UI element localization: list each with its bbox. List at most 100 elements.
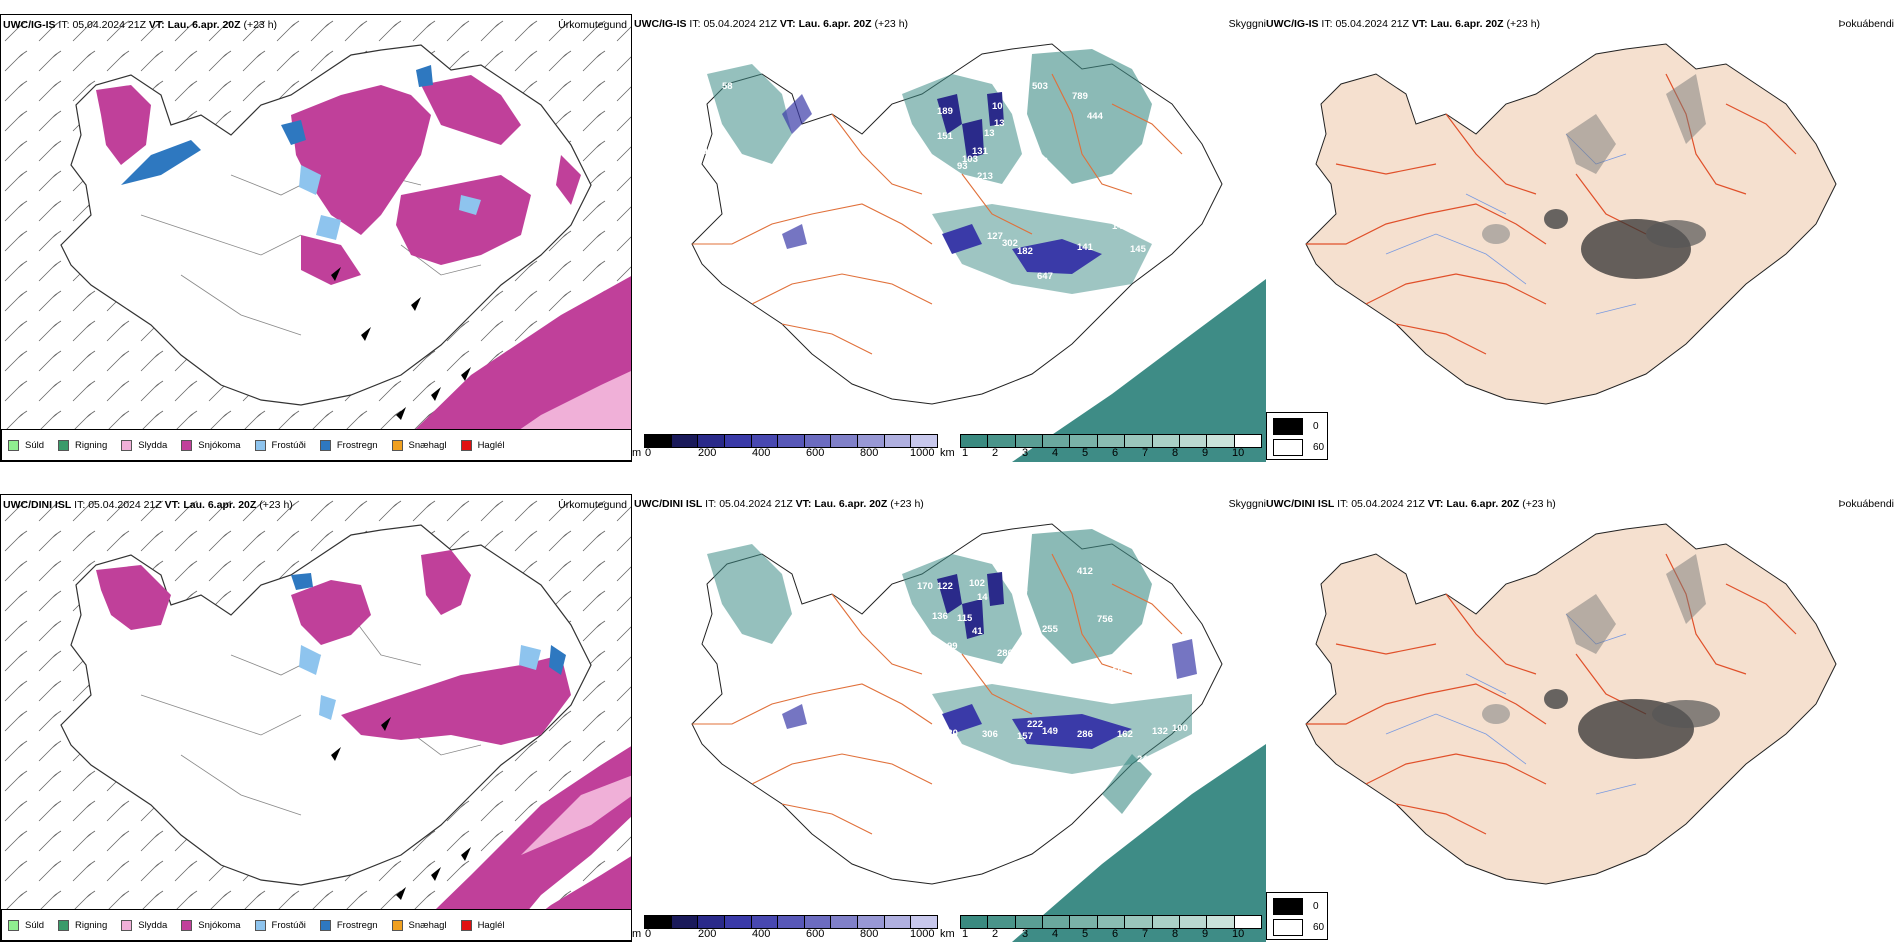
legend-swatch [8,919,19,931]
model-name: UWC/DINI ISL [3,499,72,511]
vt-label: VT: [164,499,181,511]
legend-item: Snjókoma [181,439,241,451]
cloudbase-label: 10 [992,101,1003,112]
fog-panel-top: UWC/IG-IS IT: 05.04.2024 21Z VT: Lau. 6.… [1266,14,1900,409]
legend-swatch [181,919,193,931]
cloudbase-label: 15 [1052,306,1063,317]
visibility-tick: 9 [1202,928,1209,940]
legend-item: Rigning [58,439,107,451]
precip-type-map-top [1,15,631,461]
cloudbase-label: 145 [1130,244,1147,255]
visibility-tick: 3 [1022,928,1029,940]
vt-label: VT: [795,498,812,510]
cloudbase-label: 14 [937,751,948,762]
panel-title-precip-type: Úrkomutegund [558,19,627,31]
cloudbase-label: 115 [957,613,973,624]
fog-legend-item: 0 [1273,418,1319,435]
fog-map-top [1305,43,1837,405]
legend-swatch [460,919,472,931]
cloudbase-unit: m [632,928,642,940]
cloudbase-tick: 0 [645,928,652,940]
cloudbase-label: 126 [1032,196,1048,207]
legend-swatch [319,439,331,451]
panel-title-visibility: Skyggni [1228,498,1266,510]
cloudbase-label: 271 [1162,672,1179,683]
model-name: UWC/IG-IS [3,19,56,31]
visibility-tick: 3 [1022,447,1029,459]
cloudbase-colorbar [644,915,938,929]
cloudbase-label: 93 [957,161,968,172]
cloudbase-label: 131 [972,146,989,157]
legend-item: Frostregn [319,919,378,931]
visibility-panel-bottom: 170 122 102 14 527 412 756 136 115 41 99 286 255 203 1… [632,494,1266,942]
lead-time: (+23 h) [259,499,293,511]
visibility-tick: 10 [1232,447,1245,459]
vt-value: Lau. 6.apr. 20Z [1446,498,1520,510]
it-label: IT: [74,499,86,511]
cloudbase-label: 127 [987,231,1003,242]
legend-item: Frostúði [254,439,306,451]
map-header: UWC/DINI ISL IT: 05.04.2024 21Z VT: Lau.… [634,498,924,510]
map-header: UWC/DINI ISL IT: 05.04.2024 21Z VT: Lau.… [1266,498,1556,510]
cloudbase-label: 13 [984,128,995,139]
it-label: IT: [58,19,70,31]
cloudbase-labels: 170 122 102 14 527 412 756 136 115 41 99 286 255 203 1… [917,566,1188,765]
legend-item: Slydda [121,919,167,931]
model-name: UWC/IG-IS [1266,18,1319,30]
model-name: UWC/IG-IS [634,18,687,30]
fog-swatch [1273,898,1303,915]
vt-label: VT: [148,19,165,31]
cloudbase-label: 154 [1164,684,1181,695]
vt-label: VT: [1411,18,1428,30]
cloudbase-tick: 0 [645,447,652,459]
it-value: 05.04.2024 21Z [72,19,146,31]
visibility-tick: 5 [1082,447,1089,459]
it-label: IT: [689,18,701,30]
visibility-tick: 6 [1112,928,1119,940]
cloudbase-label: 157 [1017,731,1033,742]
cloudbase-label: 41 [972,626,983,637]
cloudbase-label: 527 [1012,588,1028,599]
it-value: 05.04.2024 21Z [719,498,793,510]
visibility-tick: 4 [1052,447,1059,459]
fog-legend-item: 60 [1273,919,1324,936]
cloudbase-label: 286 [1077,729,1093,740]
visibility-tick: 1 [962,928,969,940]
legend-swatch [254,439,266,451]
fog-legend: 0 60 [1266,412,1328,460]
cloudbase-tick: 400 [752,447,771,459]
model-name: UWC/DINI ISL [1266,498,1335,510]
visibility-panel-top: 58 189 10 13 151 13 131 103 93 213 503 789 444 532 126… [632,14,1266,462]
legend-item: Rigning [58,919,107,931]
legend-swatch [181,439,193,451]
cloudbase-label: 203 [1032,644,1048,655]
vt-value: Lau. 6.apr. 20Z [814,498,888,510]
cloudbase-label: 151 [937,131,954,142]
it-value: 05.04.2024 21Z [1335,18,1409,30]
cloudbase-label: 286 [997,648,1013,659]
cloudbase-label: 647 [1037,271,1053,282]
cloudbase-label: 14 [977,592,988,603]
it-value: 05.04.2024 21Z [703,18,777,30]
cloudbase-label: 147 [1112,221,1128,232]
visibility-unit: km [940,447,955,459]
visibility-colorbar [960,434,1262,448]
cloudbase-label: 182 [1017,246,1033,257]
cloudbase-label: 100 [1172,723,1188,734]
legend-item: Snæhagl [391,439,447,451]
cloudbase-label: 17 [1147,176,1158,187]
legend-item: Slydda [121,439,167,451]
visibility-tick: 4 [1052,928,1059,940]
cloudbase-tick: 1000 [910,928,935,940]
lead-time: (+23 h) [874,18,909,30]
legend-item: Snæhagl [391,919,447,931]
vt-value: Lau. 6.apr. 20Z [1430,18,1504,30]
lead-time: (+23 h) [1506,18,1541,30]
cloudbase-label: 612 [1142,196,1158,207]
vt-value: Lau. 6.apr. 20Z [798,18,872,30]
cloudbase-label: 13 [994,118,1005,129]
it-label: IT: [705,498,717,510]
visibility-tick: 10 [1232,928,1245,940]
vt-value: Lau. 6.apr. 20Z [183,499,257,511]
